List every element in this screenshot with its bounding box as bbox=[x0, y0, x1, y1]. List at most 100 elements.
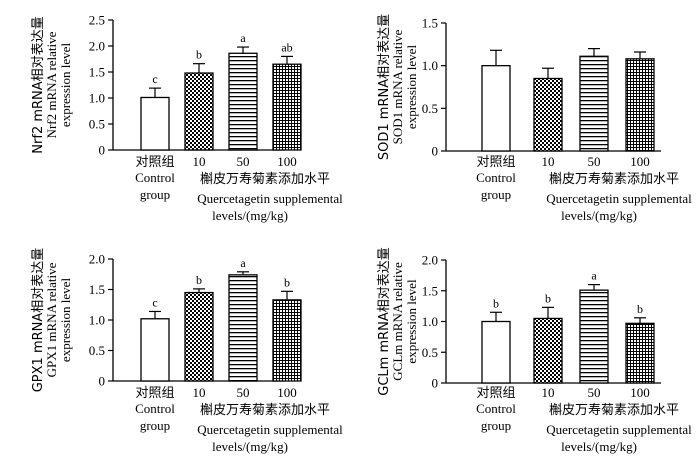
y-tick-label: 1.5 bbox=[89, 65, 105, 80]
x-tick-label: 50 bbox=[588, 385, 601, 400]
control-label-en2: group bbox=[140, 187, 170, 202]
y-axis-label-en2: expression level bbox=[404, 279, 419, 364]
y-tick-label: 2.0 bbox=[89, 39, 105, 54]
y-tick-label: 0 bbox=[99, 374, 106, 389]
y-axis-label-cn: GPX1 mRNA相对表达量 bbox=[31, 248, 46, 393]
significance-letter: b bbox=[196, 273, 202, 287]
significance-letter: b bbox=[196, 48, 202, 62]
x-tick-label: 50 bbox=[237, 154, 250, 169]
y-tick-label: 0 bbox=[432, 144, 439, 159]
y-tick-label: 0.5 bbox=[89, 117, 105, 132]
control-label-en: Control bbox=[476, 401, 516, 416]
y-tick-label: 2.5 bbox=[89, 13, 105, 28]
x-tick-label: 10 bbox=[193, 154, 206, 169]
bar-50 bbox=[579, 289, 609, 384]
bar-100 bbox=[272, 299, 302, 382]
x-tick-label: 对照组 bbox=[135, 155, 174, 170]
y-tick-label: 0 bbox=[432, 376, 439, 391]
control-label-en2: group bbox=[481, 418, 511, 433]
y-axis-label-cn: GCLm mRNA相对表达量 bbox=[377, 247, 392, 396]
x-axis-label-cn: 槲皮万寿菊素添加水平 bbox=[549, 172, 679, 187]
y-tick-label: 1.0 bbox=[422, 314, 438, 329]
x-axis-label-en2: levels/(mg/kg) bbox=[561, 208, 637, 223]
x-tick-label: 100 bbox=[630, 154, 650, 169]
bar-50 bbox=[579, 55, 609, 152]
y-axis-label-en: GCLm mRNA relative bbox=[390, 262, 405, 381]
x-axis-label-en2: levels/(mg/kg) bbox=[212, 439, 288, 454]
bar-10 bbox=[533, 77, 563, 152]
significance-letter: b bbox=[637, 302, 643, 316]
y-tick-label: 0.5 bbox=[422, 345, 438, 360]
x-axis-label-en2: levels/(mg/kg) bbox=[212, 208, 288, 223]
significance-letter: b bbox=[545, 291, 551, 305]
x-tick-label: 对照组 bbox=[476, 386, 515, 401]
y-axis-label-cn: SOD1 mRNA相对表达量 bbox=[377, 14, 392, 160]
control-label-en: Control bbox=[135, 401, 175, 416]
bar-10 bbox=[184, 291, 214, 382]
y-tick-label: 2.0 bbox=[422, 253, 438, 268]
x-tick-label: 50 bbox=[237, 385, 250, 400]
bar-10 bbox=[184, 72, 214, 151]
y-tick-label: 1.5 bbox=[89, 282, 105, 297]
y-tick-label: 1.0 bbox=[422, 58, 438, 73]
bar-100 bbox=[272, 63, 302, 151]
y-tick-label: 1.0 bbox=[89, 91, 105, 106]
x-axis-label-en: Quercetagetin supplemental bbox=[546, 191, 692, 206]
y-tick-label: 0 bbox=[99, 143, 106, 158]
x-axis-label-en: Quercetagetin supplemental bbox=[197, 422, 343, 437]
y-tick-label: 2.0 bbox=[89, 252, 105, 267]
x-tick-label: 100 bbox=[630, 385, 650, 400]
bar-对照组 bbox=[481, 65, 511, 152]
control-label-en: Control bbox=[476, 170, 516, 185]
y-axis-label-cn: Nrf2 mRNA相对表达量 bbox=[31, 16, 46, 153]
x-axis-label-cn: 槲皮万寿菊素添加水平 bbox=[200, 403, 330, 418]
x-tick-label: 10 bbox=[542, 385, 555, 400]
bar-对照组 bbox=[140, 96, 170, 151]
x-tick-label: 对照组 bbox=[476, 155, 515, 170]
x-tick-label: 100 bbox=[277, 385, 297, 400]
control-label-en2: group bbox=[481, 187, 511, 202]
significance-letter: b bbox=[284, 275, 290, 289]
significance-letter: c bbox=[152, 72, 157, 86]
y-axis-label-en: GPX1 mRNA relative bbox=[44, 262, 59, 377]
bar-100 bbox=[625, 58, 655, 152]
y-tick-label: 1.5 bbox=[422, 16, 438, 31]
x-tick-label: 10 bbox=[193, 385, 206, 400]
control-label-en2: group bbox=[140, 418, 170, 433]
y-tick-label: 1.0 bbox=[89, 313, 105, 328]
bar-对照组 bbox=[140, 318, 170, 382]
y-axis-label-en2: expression level bbox=[404, 45, 419, 130]
significance-letter: c bbox=[152, 295, 157, 309]
y-axis-label-en2: expression level bbox=[58, 43, 73, 128]
significance-letter: ab bbox=[281, 40, 292, 54]
x-tick-label: 100 bbox=[277, 154, 297, 169]
x-tick-label: 对照组 bbox=[135, 386, 174, 401]
y-axis-label-en: SOD1 mRNA relative bbox=[390, 29, 405, 144]
significance-letter: a bbox=[591, 269, 597, 283]
bar-50 bbox=[228, 52, 258, 151]
y-tick-label: 0.5 bbox=[422, 101, 438, 116]
y-axis-label-en: Nrf2 mRNA relative bbox=[44, 31, 59, 138]
bar-10 bbox=[533, 317, 563, 384]
control-label-en: Control bbox=[135, 170, 175, 185]
significance-letter: a bbox=[240, 31, 246, 45]
x-axis-label-en: Quercetagetin supplemental bbox=[546, 422, 692, 437]
x-tick-label: 10 bbox=[542, 154, 555, 169]
x-axis-label-en2: levels/(mg/kg) bbox=[561, 439, 637, 454]
bar-50 bbox=[228, 274, 258, 382]
significance-letter: a bbox=[240, 256, 246, 270]
x-axis-label-en: Quercetagetin supplemental bbox=[197, 191, 343, 206]
y-axis-label-en2: expression level bbox=[58, 278, 73, 363]
x-tick-label: 50 bbox=[588, 154, 601, 169]
x-axis-label-cn: 槲皮万寿菊素添加水平 bbox=[549, 403, 679, 418]
y-tick-label: 0.5 bbox=[89, 343, 105, 358]
